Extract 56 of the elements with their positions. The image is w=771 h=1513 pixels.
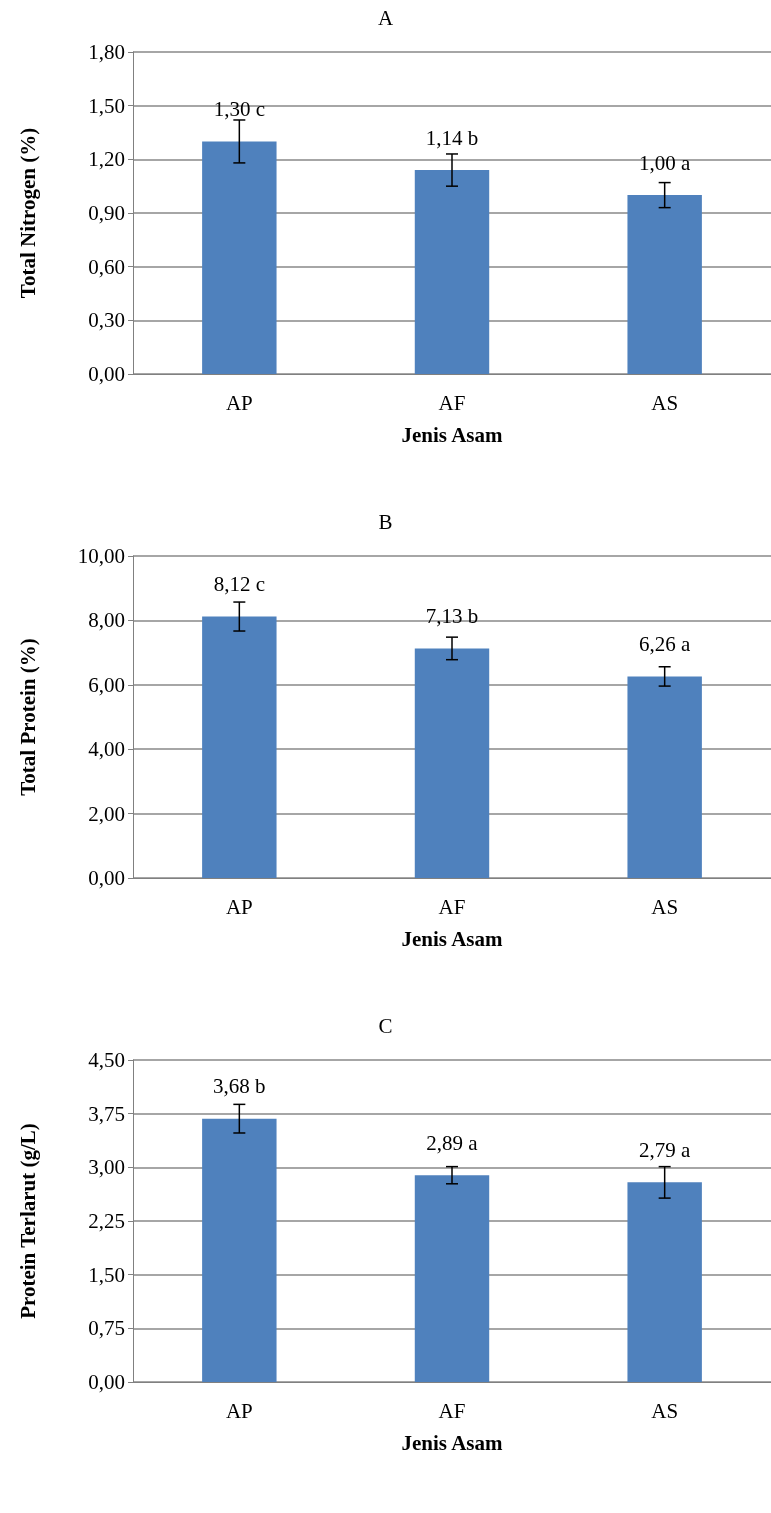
x-axis-title: Jenis Asam (401, 422, 503, 447)
y-tick-label: 0,60 (88, 254, 125, 279)
y-tick-label: 6,00 (88, 672, 125, 697)
y-tick-label: 0,30 (88, 308, 125, 333)
y-tick-label: 10,00 (77, 544, 125, 568)
y-tick-label: 2,00 (88, 801, 125, 826)
y-tick-label: 2,25 (88, 1209, 125, 1233)
y-axis-title: Protein Terlarut (g/L) (15, 1123, 40, 1319)
bar (414, 170, 490, 374)
y-axis-title: Total Protein (%) (15, 638, 40, 796)
bar (202, 1118, 277, 1382)
y-tick-label: 0,75 (88, 1316, 125, 1341)
x-tick-label: AS (651, 894, 679, 919)
y-tick-label: 4,50 (88, 1048, 125, 1072)
bar (414, 648, 490, 878)
y-tick-label: 0,00 (88, 866, 125, 890)
y-tick-label: 4,00 (88, 737, 125, 762)
data-label: 1,30 c (213, 96, 265, 121)
x-axis-title: Jenis Asam (401, 1430, 503, 1455)
y-tick-label: 1,20 (88, 147, 125, 172)
y-tick-label: 3,75 (88, 1101, 125, 1126)
data-label: 1,14 b (425, 125, 479, 150)
x-tick-label: AF (438, 1398, 466, 1423)
y-tick-label: 1,50 (88, 1262, 125, 1287)
y-tick-label: 8,00 (88, 608, 125, 633)
x-tick-label: AF (438, 390, 466, 415)
y-axis-title: Total Nitrogen (%) (15, 127, 40, 299)
data-label: 3,68 b (213, 1074, 266, 1099)
x-tick-label: AP (225, 1398, 253, 1423)
y-tick-label: 0,00 (88, 362, 125, 386)
y-tick-label: 3,00 (88, 1155, 125, 1180)
data-label: 2,79 a (639, 1137, 691, 1162)
x-axis-title: Jenis Asam (401, 926, 503, 951)
chart-title: C (378, 1013, 393, 1038)
bar (414, 1175, 490, 1382)
x-tick-label: AF (438, 894, 466, 919)
data-label: 2,89 a (426, 1130, 479, 1155)
bar (627, 676, 702, 878)
y-tick-label: 0,90 (88, 201, 125, 225)
chart-title: B (378, 509, 393, 534)
x-tick-label: AP (225, 894, 253, 919)
bar (627, 1182, 702, 1382)
chart-title: A (377, 5, 394, 30)
bar (202, 616, 277, 878)
bar (627, 195, 702, 374)
data-label: 8,12 c (213, 572, 265, 597)
data-label: 6,26 a (639, 631, 691, 656)
data-label: 1,00 a (639, 150, 691, 175)
data-label: 7,13 b (425, 603, 479, 628)
x-tick-label: AP (225, 390, 253, 415)
y-tick-label: 1,80 (88, 40, 125, 64)
y-tick-label: 0,00 (88, 1370, 125, 1394)
x-tick-label: AS (651, 1398, 679, 1423)
y-tick-label: 1,50 (88, 93, 125, 118)
x-tick-label: AS (651, 390, 679, 415)
bar (202, 141, 277, 374)
